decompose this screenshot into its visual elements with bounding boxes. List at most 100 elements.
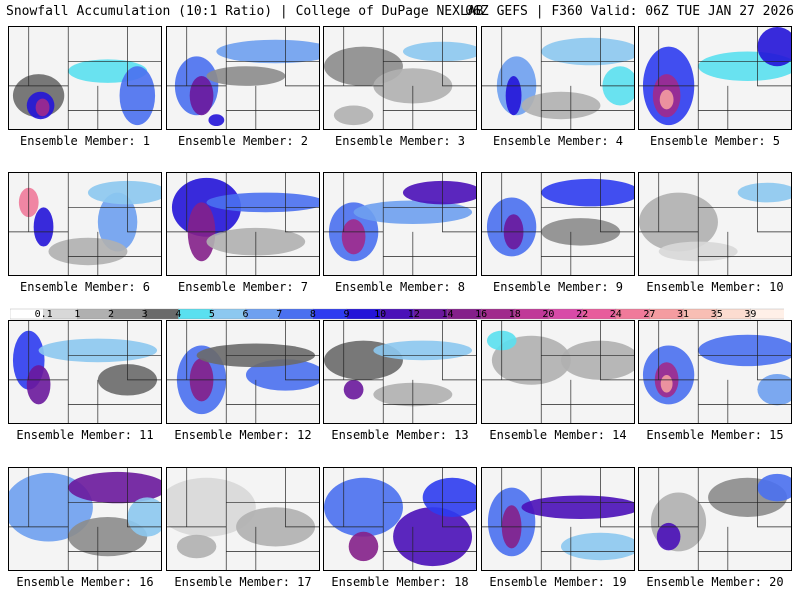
state-border <box>285 321 319 381</box>
ensemble-member-map <box>481 26 635 130</box>
ensemble-member-map <box>638 26 792 130</box>
ensemble-member-map <box>166 172 320 276</box>
state-border <box>757 173 791 233</box>
state-border <box>285 173 319 233</box>
colorbar-swatch <box>144 308 179 320</box>
snowfall-shading <box>68 471 161 504</box>
colorbar-tick-label: 1 <box>74 309 80 320</box>
colorbar-tick-label: 16 <box>475 309 487 320</box>
snowfall-shading <box>38 338 158 363</box>
colorbar-tick-label: 6 <box>243 309 249 320</box>
ensemble-member-map <box>166 467 320 571</box>
state-border <box>127 173 161 233</box>
ensemble-member-label: Ensemble Member: 8 <box>334 280 466 294</box>
colorbar-tick-label: 8 <box>310 309 316 320</box>
ensemble-member-label: Ensemble Member: 12 <box>174 428 312 442</box>
state-border <box>757 321 791 381</box>
snowfall-shading <box>26 365 51 405</box>
ensemble-member-map <box>323 320 477 424</box>
colorbar-tick-label: 3 <box>142 309 148 320</box>
colorbar-tick-label: 18 <box>509 309 521 320</box>
ensemble-member-label: Ensemble Member: 4 <box>492 134 624 148</box>
snowfall-shading <box>189 76 214 116</box>
snowfall-shading <box>491 335 571 385</box>
ensemble-member-map <box>638 172 792 276</box>
map-title: Snowfall Accumulation (10:1 Ratio) | Col… <box>6 4 484 19</box>
snowfall-shading <box>341 219 366 255</box>
snowfall-shading <box>521 91 601 120</box>
ensemble-member-map <box>638 320 792 424</box>
snowfall-shading <box>208 114 225 127</box>
snowfall-shading <box>505 76 522 116</box>
snowfall-shading <box>373 340 473 361</box>
snowfall-shading <box>660 374 673 393</box>
state-border <box>600 173 634 233</box>
colorbar-swatch <box>110 308 146 320</box>
ensemble-member-label: Ensemble Member: 9 <box>492 280 624 294</box>
state-border <box>442 468 476 528</box>
colorbar-tick-label: 20 <box>542 309 554 320</box>
ensemble-member-label: Ensemble Member: 1 <box>19 134 151 148</box>
snowfall-shading <box>245 359 319 391</box>
state-border <box>600 468 634 528</box>
colorbar-tick-label: 7 <box>276 309 282 320</box>
snowfall-shading <box>698 334 791 367</box>
snowfall-colorbar: 0.1 1 2 3 4 5 6 7 8 9 10 12 14 16 18 20 22 24 27 31 35 39 <box>10 305 784 327</box>
snowfall-shading <box>167 477 256 537</box>
snowfall-shading <box>216 39 319 64</box>
snowfall-shading <box>541 178 634 207</box>
colorbar-tick-label: 9 <box>344 309 350 320</box>
ensemble-member-label: Ensemble Member: 11 <box>16 428 154 442</box>
ensemble-member-label: Ensemble Member: 20 <box>646 575 784 589</box>
state-border <box>127 321 161 381</box>
snowfall-shading <box>560 340 634 380</box>
state-border <box>285 27 319 87</box>
snowfall-shading <box>422 477 476 518</box>
colorbar-tick-label: 2 <box>108 309 114 320</box>
snowfall-shading <box>176 534 217 559</box>
ensemble-member-map <box>323 467 477 571</box>
ensemble-member-label: Ensemble Member: 17 <box>174 575 312 589</box>
snowfall-shading <box>48 237 128 266</box>
colorbar-tick-label: 35 <box>711 309 723 320</box>
ensemble-member-map <box>481 320 635 424</box>
state-border <box>127 468 161 528</box>
snowfall-shading <box>402 180 476 205</box>
colorbar-tick-label: 24 <box>610 309 622 320</box>
ensemble-member-label: Ensemble Member: 5 <box>649 134 781 148</box>
snowfall-shading <box>402 41 476 62</box>
snowfall-shading <box>541 37 634 66</box>
colorbar-tick-label: 14 <box>441 309 453 320</box>
ensemble-member-label: Ensemble Member: 19 <box>489 575 627 589</box>
ensemble-member-map <box>166 26 320 130</box>
ensemble-member-map <box>638 467 792 571</box>
colorbar-tick-label: 0.1 <box>35 309 53 320</box>
snowfall-shading <box>757 373 791 406</box>
state-border <box>600 321 634 381</box>
ensemble-member-map <box>8 26 162 130</box>
colorbar-swatch <box>279 308 314 320</box>
snowfall-shading <box>656 522 681 551</box>
ensemble-member-label: Ensemble Member: 10 <box>646 280 784 294</box>
colorbar-tick-label: 31 <box>677 309 689 320</box>
state-border <box>127 27 161 87</box>
state-border <box>285 468 319 528</box>
ensemble-member-label: Ensemble Member: 16 <box>16 575 154 589</box>
ensemble-member-map <box>481 467 635 571</box>
colorbar-swatch <box>77 308 112 320</box>
state-border <box>442 27 476 87</box>
ensemble-member-label: Ensemble Member: 6 <box>19 280 151 294</box>
colorbar-tick-label: 5 <box>209 309 215 320</box>
colorbar-tick-label: 10 <box>374 309 386 320</box>
ensemble-member-label: Ensemble Member: 7 <box>177 280 309 294</box>
ensemble-member-label: Ensemble Member: 18 <box>331 575 469 589</box>
snowfall-shading <box>206 66 286 86</box>
colorbar-swatch <box>178 308 213 320</box>
ensemble-member-map <box>8 172 162 276</box>
snowfall-shading <box>737 182 791 203</box>
snowfall-shading <box>343 379 364 400</box>
snowfall-shading <box>324 477 403 537</box>
snowfall-shading <box>35 98 50 117</box>
snowfall-shading <box>119 66 156 126</box>
ensemble-member-map <box>323 172 477 276</box>
